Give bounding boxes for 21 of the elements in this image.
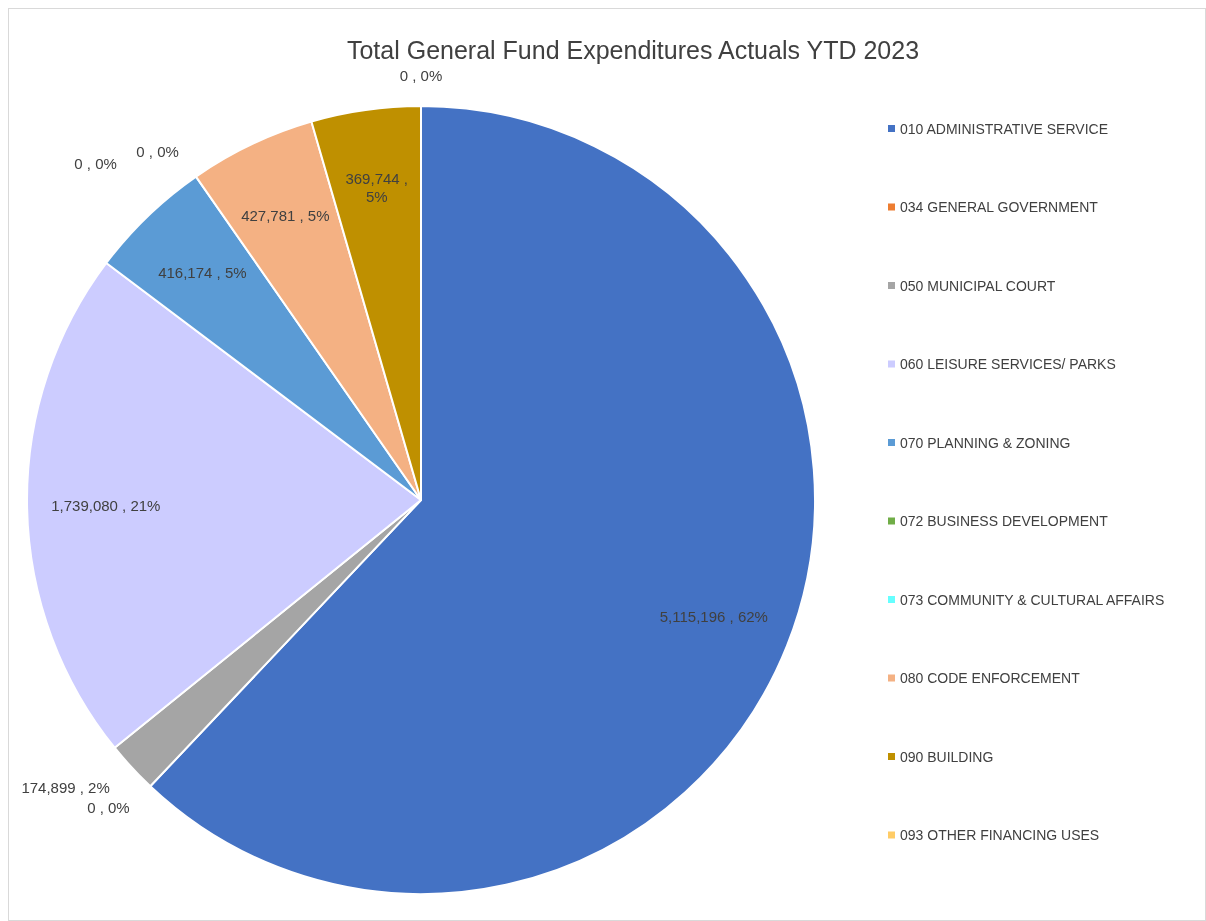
data-label: 427,781 , 5% (241, 206, 330, 224)
legend-label: 010 ADMINISTRATIVE SERVICE (900, 120, 1108, 137)
legend-label: 060 LEISURE SERVICES/ PARKS (900, 356, 1116, 373)
text: 0 , 0% (399, 67, 443, 85)
legend-label: 072 BUSINESS DEVELOPMENT (900, 513, 1109, 530)
legend-label: 080 CODE ENFORCEMENT (900, 670, 1081, 687)
legend-label: 073 COMMUNITY & CULTURAL AFFAIRS (900, 591, 1165, 608)
data-label: 369,744 , 5% (345, 170, 409, 206)
legend-label: 070 PLANNING & ZONING (900, 434, 1071, 451)
legend-label: 034 GENERAL GOVERNMENT (900, 199, 1099, 216)
data-label: 174,899 , 2% (21, 779, 110, 797)
legend-label: 050 MUNICIPAL COURT (900, 277, 1056, 294)
text: 0 , 0% (74, 155, 117, 173)
data-label: 5,115,196 , 62% (659, 607, 768, 625)
chart-title: Total General Fund Expenditures Actuals YTD 2023 (346, 35, 920, 64)
legend-label: 093 OTHER FINANCING USES (900, 827, 1100, 844)
text: 0 , 0% (87, 799, 130, 817)
data-label: 416,174 , 5% (158, 264, 247, 282)
legend-label: 090 BUILDING (900, 748, 994, 765)
data-label: 1,739,080 , 21% (51, 496, 161, 514)
text: 0 , 0% (136, 143, 179, 161)
